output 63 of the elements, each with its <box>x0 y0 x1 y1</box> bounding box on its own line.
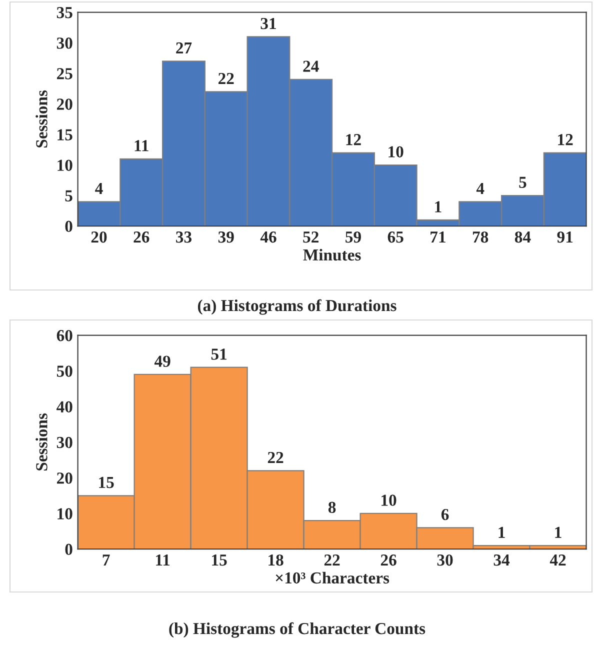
x-tick-label: 91 <box>557 231 573 243</box>
y-tick-label: 5 <box>65 190 72 202</box>
x-tick-label: 33 <box>176 231 192 243</box>
data-label: 8 <box>328 502 336 514</box>
x-tick-label: 34 <box>494 554 510 566</box>
y-tick-label: 10 <box>58 160 72 171</box>
data-label: 10 <box>382 494 396 506</box>
x-tick-label: 65 <box>388 231 404 243</box>
data-label: 1 <box>498 526 505 538</box>
x-tick-label: 18 <box>268 554 284 566</box>
y-tick-label: 30 <box>56 38 72 49</box>
data-label: 22 <box>268 452 284 463</box>
y-axis-title: Sessions <box>36 90 48 148</box>
y-tick-label: 40 <box>56 401 72 412</box>
data-label: 15 <box>99 476 114 488</box>
data-label: 49 <box>154 356 170 367</box>
x-tick-label: 26 <box>134 231 150 243</box>
y-tick-label: 0 <box>65 544 72 556</box>
x-tick-label: 39 <box>218 231 234 243</box>
y-axis-title: Sessions <box>36 413 48 470</box>
x-tick-label: 30 <box>437 554 453 566</box>
x-tick-label: 15 <box>212 554 227 566</box>
data-label: 4 <box>476 182 484 194</box>
y-tick-label: 20 <box>56 472 72 484</box>
x-tick-label: 71 <box>430 232 446 243</box>
y-tick-label: 20 <box>56 98 72 110</box>
data-label: 12 <box>346 134 361 146</box>
data-label: 31 <box>260 18 276 30</box>
data-label: 27 <box>176 42 192 54</box>
x-tick-label: 84 <box>514 231 531 243</box>
data-label: 22 <box>218 72 234 84</box>
x-tick-label: 46 <box>260 231 276 243</box>
data-label: 4 <box>95 182 103 194</box>
x-tick-label: 78 <box>472 231 488 243</box>
y-tick-label: 30 <box>56 436 72 448</box>
y-tick-label: 10 <box>58 508 72 520</box>
data-label: 11 <box>134 140 148 152</box>
data-label: 12 <box>558 134 573 146</box>
x-tick-label: 26 <box>380 554 396 566</box>
x-tick-label: 42 <box>550 554 566 566</box>
data-label: 51 <box>211 348 227 360</box>
y-tick-label: 0 <box>65 220 72 232</box>
text: (a) Histograms of Durations <box>198 299 396 315</box>
data-label: 6 <box>441 508 449 520</box>
y-tick-label: 35 <box>56 7 72 18</box>
x-axis-title: ×10³ Characters <box>276 572 390 584</box>
x-tick-label: 20 <box>91 231 107 243</box>
data-label: 1 <box>435 201 442 212</box>
x-tick-label: 59 <box>346 231 361 243</box>
data-label: 1 <box>555 526 562 538</box>
x-axis-title: Minutes <box>303 248 361 261</box>
x-tick-label: 22 <box>324 554 340 566</box>
x-tick-label: 11 <box>156 554 170 566</box>
y-tick-label: 50 <box>56 366 72 377</box>
data-label: 10 <box>388 146 404 158</box>
data-label: 5 <box>519 176 526 188</box>
x-tick-label: 7 <box>102 554 110 566</box>
y-tick-label: 60 <box>56 330 72 342</box>
y-tick-label: 25 <box>56 68 72 80</box>
text: (b) Histograms of Character Counts <box>169 622 426 638</box>
y-tick-label: 15 <box>58 129 72 140</box>
data-label: 24 <box>303 60 319 72</box>
x-tick-label: 52 <box>303 231 318 243</box>
